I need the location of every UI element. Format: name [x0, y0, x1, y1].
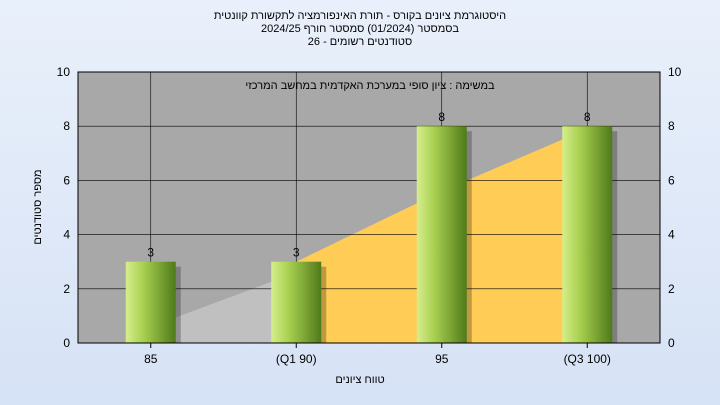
bar: [271, 261, 322, 343]
y-axis-label: מספר סטודנטים: [32, 169, 44, 245]
bar-value-label: 8: [438, 110, 445, 124]
bar-value-label: 8: [584, 110, 591, 124]
x-tick-label: 85: [144, 352, 158, 366]
y-tick-label-left: 0: [63, 336, 70, 350]
y-tick-label-left: 4: [63, 228, 70, 242]
x-axis-label: טווח ציונים: [335, 374, 385, 386]
bar: [562, 126, 613, 343]
background-area-1: [150, 272, 297, 343]
bar-value-label: 3: [147, 246, 154, 260]
x-tick-label: (Q1 90): [276, 352, 317, 366]
y-tick-label-left: 8: [63, 119, 70, 133]
y-tick-label-right: 2: [668, 282, 675, 296]
y-tick-label-left: 10: [57, 65, 71, 79]
y-tick-label-right: 10: [668, 65, 682, 79]
bar-value-label: 3: [293, 246, 300, 260]
x-tick-label: (Q3 100): [564, 352, 611, 366]
y-tick-label-left: 6: [63, 173, 70, 187]
plot-frame: [77, 71, 661, 344]
title-line-2: בסמסטר (01/2024) סמסטר חורף 2024/25: [260, 23, 460, 35]
annotation-text: במשימה : ציון סופי במערכת האקדמית במחשב …: [245, 80, 495, 92]
x-tick-label: 95: [435, 352, 449, 366]
y-tick-label-right: 8: [668, 119, 675, 133]
title-line-1: היסטוגרמת ציונים בקורס - תורת האינפורמצי…: [213, 10, 507, 22]
bar: [416, 126, 467, 343]
y-tick-label-left: 2: [63, 282, 70, 296]
bar: [125, 261, 176, 343]
title-line-3: סטודנטים רשומים - 26: [307, 36, 413, 48]
chart-title: היסטוגרמת ציונים בקורס - תורת האינפורמצי…: [0, 10, 720, 49]
y-tick-label-right: 0: [668, 336, 675, 350]
y-tick-label-right: 4: [668, 228, 675, 242]
y-tick-label-right: 6: [668, 173, 675, 187]
